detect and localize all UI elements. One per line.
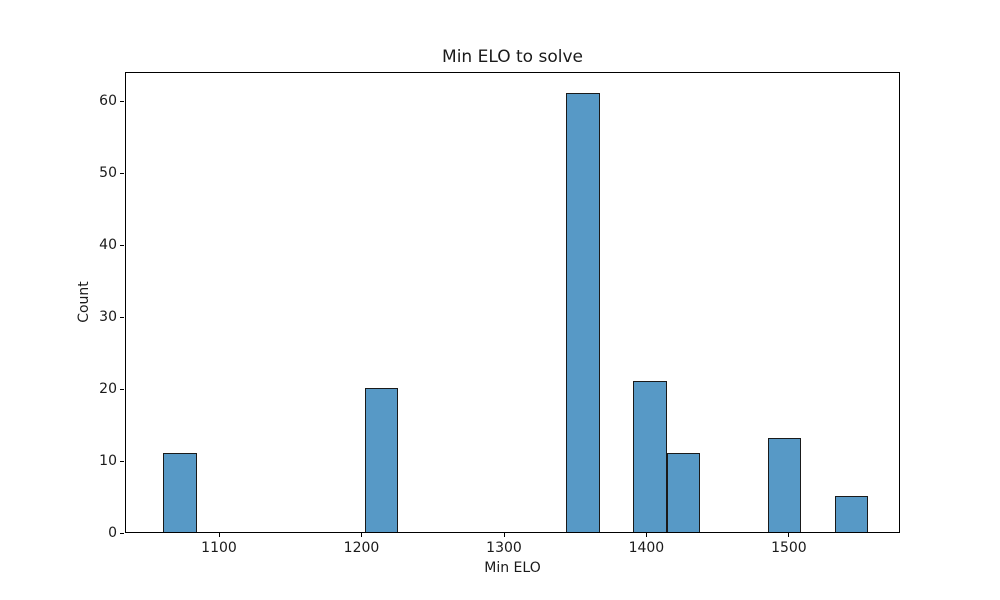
x-tick-label: 1500: [771, 540, 807, 556]
histogram-bar: [666, 452, 701, 532]
x-tick-mark: [645, 533, 647, 537]
x-tick-mark: [218, 533, 220, 537]
histogram-bar: [633, 380, 667, 532]
x-tick-label: 1100: [201, 540, 237, 556]
x-tick-label: 1200: [343, 540, 380, 556]
histogram-bar: [566, 93, 600, 532]
y-tick-label: 10: [99, 453, 117, 469]
x-tick-mark: [361, 533, 362, 537]
chart-title: Min ELO to solve: [442, 47, 583, 67]
y-tick-label: 50: [99, 165, 117, 182]
histogram-bar: [834, 496, 869, 532]
y-tick-mark: [120, 316, 124, 318]
x-tick-mark: [788, 533, 790, 537]
y-tick-label: 30: [99, 309, 117, 326]
x-tick-label: 1300: [486, 540, 522, 556]
y-tick-mark: [120, 532, 124, 534]
y-tick-label: 20: [99, 381, 117, 397]
y-tick-mark: [120, 460, 124, 462]
x-tick-mark: [503, 533, 505, 537]
x-tick-label: 1400: [628, 540, 665, 556]
histogram-bar: [364, 388, 399, 532]
histogram-bar: [767, 438, 802, 532]
y-tick-mark: [120, 100, 124, 102]
x-axis-label: Min ELO: [484, 560, 541, 576]
histogram-bar: [163, 452, 197, 532]
plot-area: [125, 72, 900, 533]
y-tick-mark: [120, 172, 124, 174]
y-tick-mark: [120, 244, 124, 246]
y-tick-label: 60: [99, 93, 117, 110]
y-tick-label: 40: [99, 237, 117, 254]
y-tick-label: 0: [108, 525, 117, 541]
y-tick-mark: [120, 388, 124, 390]
